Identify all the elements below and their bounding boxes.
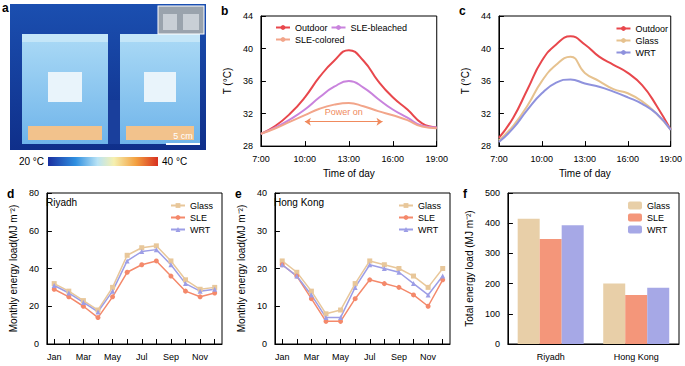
svg-text:400: 400 [485,218,500,228]
svg-text:10: 10 [257,301,267,311]
svg-text:a: a [2,1,9,15]
svg-text:Sep: Sep [391,352,407,362]
svg-text:Mar: Mar [76,352,92,362]
svg-text:7:00: 7:00 [252,154,270,164]
svg-text:5 cm: 5 cm [173,131,193,141]
svg-text:Jan: Jan [275,352,290,362]
svg-text:SLE: SLE [418,213,435,223]
svg-text:19:00: 19:00 [425,154,448,164]
svg-text:d: d [7,187,14,201]
svg-text:10:00: 10:00 [531,154,554,164]
svg-text:WRT: WRT [647,225,668,235]
svg-text:300: 300 [485,248,500,258]
svg-text:200: 200 [485,279,500,289]
svg-text:19:00: 19:00 [659,154,682,164]
svg-text:0: 0 [262,339,267,349]
svg-text:20: 20 [29,301,39,311]
svg-text:28: 28 [243,141,253,151]
svg-text:44: 44 [481,11,491,21]
svg-text:20 °C: 20 °C [19,156,44,167]
svg-text:Outdoor: Outdoor [635,24,668,34]
svg-text:SLE-bleached: SLE-bleached [351,23,408,33]
svg-text:500: 500 [485,188,500,198]
svg-text:WRT: WRT [418,225,439,235]
svg-text:40: 40 [29,264,39,274]
svg-text:Glass: Glass [190,201,214,211]
svg-text:SLE-colored: SLE-colored [295,35,345,45]
svg-text:40: 40 [481,44,491,54]
svg-text:0: 0 [495,339,500,349]
svg-text:T (°C): T (°C) [460,68,471,95]
svg-text:c: c [459,4,466,18]
svg-text:60: 60 [29,226,39,236]
svg-text:Time of day: Time of day [323,168,375,179]
svg-text:16:00: 16:00 [382,154,405,164]
svg-text:Power on: Power on [325,107,363,117]
svg-text:36: 36 [481,76,491,86]
svg-text:SLE: SLE [190,213,207,223]
svg-text:Jul: Jul [364,352,376,362]
svg-text:20: 20 [257,264,267,274]
svg-text:16:00: 16:00 [617,154,640,164]
svg-text:Monthly energy load(MJ m⁻²): Monthly energy load(MJ m⁻²) [8,205,19,332]
svg-text:32: 32 [243,109,253,119]
svg-text:Mar: Mar [304,352,320,362]
svg-text:80: 80 [29,188,39,198]
svg-text:Outdoor: Outdoor [295,23,328,33]
svg-text:Jan: Jan [47,352,62,362]
svg-text:Glass: Glass [418,201,442,211]
svg-text:Glass: Glass [635,36,659,46]
svg-text:7:00: 7:00 [490,154,508,164]
svg-text:30: 30 [257,226,267,236]
svg-text:f: f [463,187,468,201]
svg-text:Jul: Jul [136,352,148,362]
svg-text:WRT: WRT [190,225,211,235]
svg-text:40: 40 [257,188,267,198]
svg-text:Monthly energy load(MJ m⁻²): Monthly energy load(MJ m⁻²) [236,205,247,332]
svg-text:Time of day: Time of day [559,168,611,179]
svg-text:May: May [332,352,350,362]
svg-text:Nov: Nov [420,352,437,362]
svg-text:100: 100 [485,309,500,319]
svg-text:e: e [235,187,242,201]
svg-text:13:00: 13:00 [338,154,361,164]
svg-text:Hong Kong: Hong Kong [274,197,324,208]
svg-text:44: 44 [243,11,253,21]
svg-text:28: 28 [481,141,491,151]
svg-text:SLE: SLE [647,213,664,223]
svg-text:Sep: Sep [163,352,179,362]
svg-text:Total energy load (MJ m⁻²): Total energy load (MJ m⁻²) [464,210,475,326]
svg-text:0: 0 [34,339,39,349]
svg-text:Riyadh: Riyadh [537,352,565,362]
svg-text:WRT: WRT [635,48,656,58]
svg-text:b: b [221,4,228,18]
svg-text:36: 36 [243,76,253,86]
svg-text:May: May [104,352,122,362]
svg-text:a: a [1,1,8,15]
svg-text:Riyadh: Riyadh [46,197,77,208]
svg-text:Nov: Nov [192,352,209,362]
svg-text:T (°C): T (°C) [222,68,233,95]
svg-text:32: 32 [481,109,491,119]
svg-text:10:00: 10:00 [294,154,317,164]
svg-text:40: 40 [243,44,253,54]
svg-text:40 °C: 40 °C [162,156,187,167]
svg-text:13:00: 13:00 [574,154,597,164]
svg-text:Glass: Glass [647,201,671,211]
svg-text:Hong Kong: Hong Kong [614,352,659,362]
